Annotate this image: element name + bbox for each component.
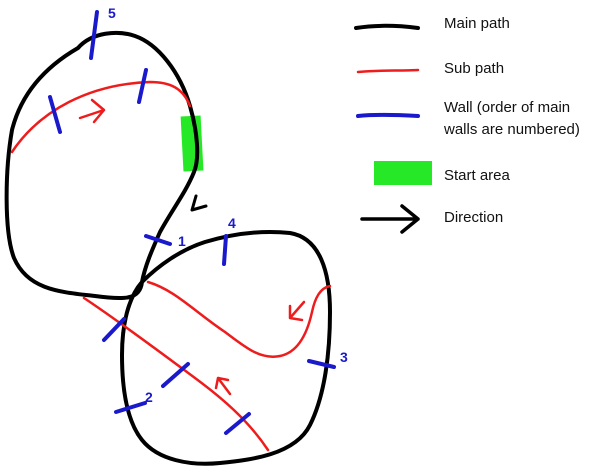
chevron-arrow-icon	[214, 376, 232, 396]
wall-2	[114, 401, 147, 414]
chevron-arrow-icon	[78, 98, 106, 124]
start-area	[180, 115, 204, 172]
legend-sub-path-label: Sub path	[444, 60, 504, 77]
legend-sub-path-swatch	[356, 68, 420, 74]
wall-number-5: 5	[108, 5, 116, 21]
sub-path-lower	[82, 296, 270, 452]
sub-path-middle	[146, 280, 332, 358]
legend-direction-label: Direction	[444, 209, 503, 226]
wall-4	[222, 234, 228, 266]
legend-start-area-swatch	[374, 161, 432, 185]
wall	[137, 68, 148, 104]
legend: Main path Sub path Wall (order of main w…	[354, 15, 580, 234]
wall-number-4: 4	[228, 215, 236, 231]
wall-number-3: 3	[340, 349, 348, 365]
wall	[102, 317, 126, 342]
wall	[48, 95, 62, 134]
main-path	[4, 30, 332, 466]
wall-1	[144, 234, 172, 246]
legend-wall-swatch	[356, 112, 420, 118]
sub-path-upper	[10, 80, 192, 154]
legend-main-path-label: Main path	[444, 15, 510, 32]
legend-start-area-label: Start area	[444, 167, 511, 184]
wall	[161, 362, 190, 388]
legend-main-path-swatch	[354, 23, 420, 30]
wall-5	[89, 10, 99, 60]
chevron-arrow-icon	[288, 300, 306, 322]
wall	[224, 412, 251, 435]
legend-wall-label-line1: Wall (order of main	[444, 99, 570, 116]
wall-number-2: 2	[145, 389, 153, 405]
wall-3	[307, 359, 336, 369]
legend-wall-label-line2: walls are numbered)	[443, 121, 580, 138]
wall-number-1: 1	[178, 233, 186, 249]
right-arrow-icon	[360, 204, 420, 234]
walls	[48, 10, 336, 435]
chevron-down-icon	[190, 194, 208, 212]
